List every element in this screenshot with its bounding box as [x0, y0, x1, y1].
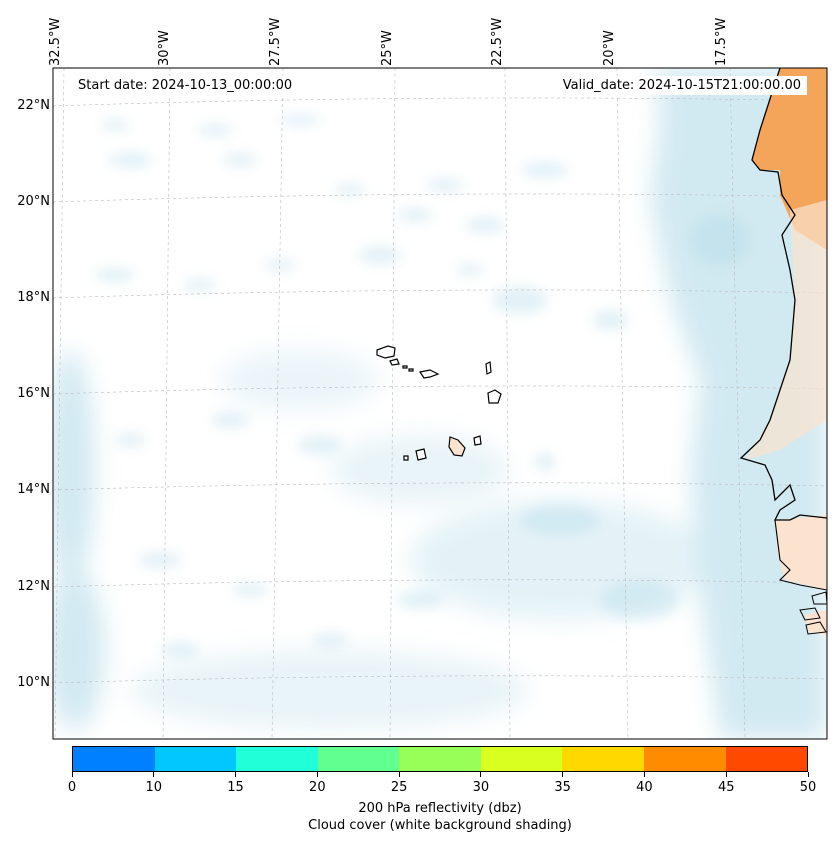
- colorbar-tick-label: 40: [636, 780, 653, 795]
- lat-label-16n: 16°N: [17, 386, 50, 401]
- lat-label-14n: 14°N: [17, 482, 50, 497]
- colorbar-segment: [562, 747, 644, 771]
- lon-label-20w: 20°W: [602, 30, 617, 66]
- colorbar-tick: [71, 772, 73, 777]
- lon-label-17-5w: 17.5°W: [714, 17, 729, 66]
- colorbar-segment: [236, 747, 318, 771]
- colorbar-tick-label: 10: [145, 780, 163, 795]
- colorbar-tick: [725, 772, 727, 777]
- colorbar-segment: [480, 747, 563, 771]
- colorbar-tick-label: 30: [472, 780, 490, 795]
- colorbar-tick: [562, 772, 564, 777]
- lon-label-27-5w: 27.5°W: [268, 17, 283, 66]
- lon-label-32-5w: 32.5°W: [48, 17, 63, 66]
- colorbar-tick-label: 50: [799, 780, 817, 795]
- colorbar-tick-label: 25: [390, 780, 408, 795]
- africa-coast: [739, 68, 827, 635]
- colorbar-segment: [73, 747, 155, 771]
- colorbar-segment: [643, 747, 726, 771]
- lat-label-20n: 20°N: [17, 194, 50, 209]
- colorbar-tick: [153, 772, 155, 777]
- colorbar-label: 200 hPa reflectivity (dbz): [358, 801, 522, 816]
- colorbar-sublabel: Cloud cover (white background shading): [308, 818, 572, 833]
- colorbar-tick: [398, 772, 400, 777]
- lat-label-22n: 22°N: [17, 98, 50, 113]
- lon-label-22-5w: 22.5°W: [490, 17, 505, 66]
- colorbar-tick: [643, 772, 645, 777]
- colorbar-tick-label: 35: [554, 780, 571, 795]
- colorbar-segment: [725, 747, 808, 771]
- colorbar-segment: [399, 747, 481, 771]
- colorbar-tick: [807, 772, 809, 777]
- colorbar-tick-label: 15: [227, 780, 244, 795]
- lat-label-10n: 10°N: [17, 675, 50, 690]
- cape-verde-islands: [376, 345, 502, 461]
- valid-date-label: Valid_date: 2024-10-15T21:00:00.00: [556, 76, 807, 95]
- colorbar-tick-label: 20: [309, 780, 326, 795]
- map-frame: [52, 67, 828, 740]
- colorbar: [72, 746, 808, 772]
- lat-label-18n: 18°N: [17, 290, 50, 305]
- colorbar-segment: [317, 747, 400, 771]
- colorbar-tick: [235, 772, 237, 777]
- colorbar-tick-label: 45: [717, 780, 735, 795]
- colorbar-tick: [480, 772, 482, 777]
- colorbar-segment: [154, 747, 237, 771]
- lon-label-25w: 25°W: [380, 30, 395, 66]
- lat-label-12n: 12°N: [17, 579, 50, 594]
- colorbar-tick: [316, 772, 318, 777]
- graticule: [53, 68, 827, 739]
- colorbar-tick-label: 0: [67, 780, 77, 795]
- lon-label-30w: 30°W: [157, 30, 172, 66]
- start-date-label: Start date: 2024-10-13_00:00:00: [72, 76, 299, 95]
